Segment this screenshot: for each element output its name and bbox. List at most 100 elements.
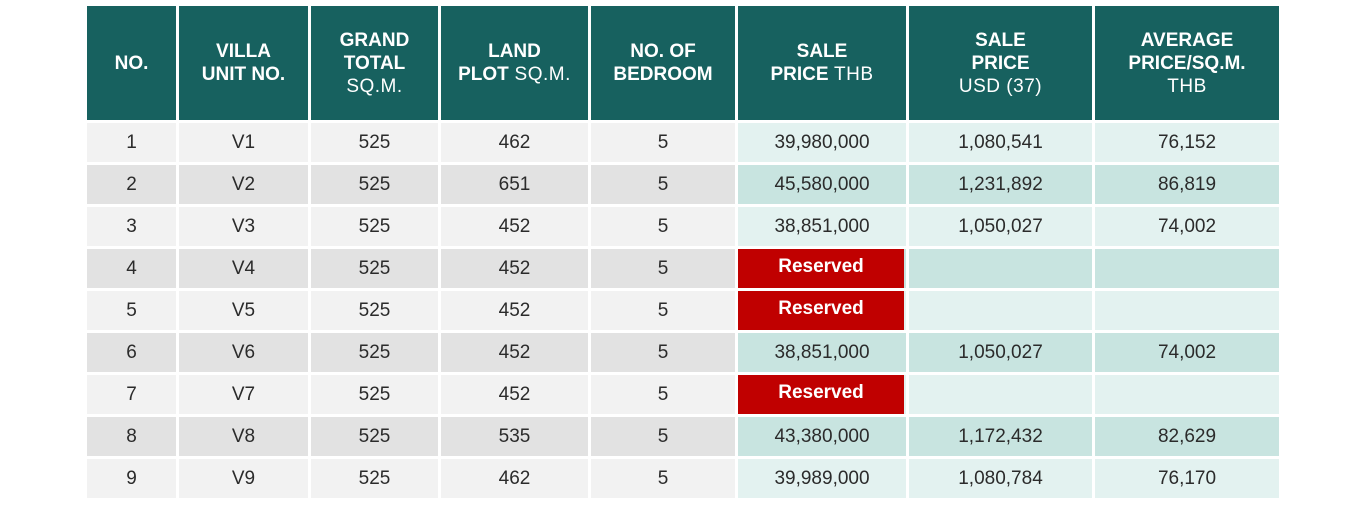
header-line-2: BEDROOM [613, 64, 713, 85]
header-unit: SQ.M. [508, 64, 571, 85]
cell-sale-price-thb: Reserved [738, 291, 906, 330]
cell-sale-price-usd: 1,050,027 [909, 207, 1092, 246]
cell-average-price [1095, 291, 1279, 330]
cell-sale-price-usd [909, 249, 1092, 288]
header-line-2: PLOT [458, 64, 509, 85]
header-no-of-bedroom: NO. OF BEDROOM [591, 6, 735, 120]
table-row: 1 V1 525 462 5 39,980,000 1,080,541 76,152 [87, 123, 1279, 162]
cell-land-plot: 452 [441, 249, 588, 288]
cell-villa-unit: V8 [179, 417, 308, 456]
cell-no: 1 [87, 123, 176, 162]
header-line-3: USD (37) [958, 75, 1043, 97]
cell-average-price: 76,170 [1095, 459, 1279, 498]
table-row: 4 V4 525 452 5 Reserved [87, 249, 1279, 288]
cell-grand-total: 525 [311, 417, 438, 456]
cell-no: 3 [87, 207, 176, 246]
cell-average-price [1095, 375, 1279, 414]
cell-average-price: 74,002 [1095, 207, 1279, 246]
cell-sale-price-usd: 1,080,541 [909, 123, 1092, 162]
header-row: NO. VILLA UNIT NO. GRAND TOTAL SQ.M. LAND PLOT … [87, 6, 1279, 120]
cell-grand-total: 525 [311, 291, 438, 330]
cell-bedrooms: 5 [591, 375, 735, 414]
table-row: 8 V8 525 535 5 43,380,000 1,172,432 82,629 [87, 417, 1279, 456]
table-row: 5 V5 525 452 5 Reserved [87, 291, 1279, 330]
cell-villa-unit: V2 [179, 165, 308, 204]
cell-no: 9 [87, 459, 176, 498]
header-sale-price-thb: SALE PRICE THB [738, 6, 906, 120]
table-body: 1 V1 525 462 5 39,980,000 1,080,541 76,152 2 V2 52… [87, 123, 1279, 498]
header-line-2: PRICE/SQ.M. [1128, 52, 1246, 74]
cell-grand-total: 525 [311, 375, 438, 414]
cell-bedrooms: 5 [591, 123, 735, 162]
cell-land-plot: 535 [441, 417, 588, 456]
cell-sale-price-usd: 1,172,432 [909, 417, 1092, 456]
cell-sale-price-thb: 43,380,000 [738, 417, 906, 456]
header-line-1: VILLA [216, 41, 271, 62]
cell-villa-unit: V4 [179, 249, 308, 288]
header-line-3: THB [1167, 75, 1207, 97]
header-sale-price-usd: SALE PRICE USD (37) [909, 6, 1092, 120]
cell-no: 4 [87, 249, 176, 288]
header-no: NO. [87, 6, 176, 120]
cell-grand-total: 525 [311, 249, 438, 288]
cell-bedrooms: 5 [591, 249, 735, 288]
cell-sale-price-thb: Reserved [738, 375, 906, 414]
header-line-2: TOTAL [343, 52, 406, 74]
table-row: 9 V9 525 462 5 39,989,000 1,080,784 76,170 [87, 459, 1279, 498]
cell-sale-price-thb: 45,580,000 [738, 165, 906, 204]
cell-bedrooms: 5 [591, 333, 735, 372]
cell-sale-price-usd: 1,231,892 [909, 165, 1092, 204]
cell-sale-price-thb: Reserved [738, 249, 906, 288]
header-line-2: PRICE [971, 52, 1030, 74]
cell-grand-total: 525 [311, 165, 438, 204]
header-line-2: UNIT NO. [201, 64, 286, 85]
cell-grand-total: 525 [311, 207, 438, 246]
cell-land-plot: 452 [441, 207, 588, 246]
cell-bedrooms: 5 [591, 207, 735, 246]
cell-sale-price-usd [909, 375, 1092, 414]
cell-no: 2 [87, 165, 176, 204]
table-row: 2 V2 525 651 5 45,580,000 1,231,892 86,819 [87, 165, 1279, 204]
header-line-1: NO. OF [630, 41, 696, 62]
cell-no: 8 [87, 417, 176, 456]
cell-land-plot: 452 [441, 333, 588, 372]
header-line-2: PRICE [770, 64, 829, 85]
cell-sale-price-usd: 1,080,784 [909, 459, 1092, 498]
cell-sale-price-usd: 1,050,027 [909, 333, 1092, 372]
reserved-badge: Reserved [738, 375, 904, 414]
cell-grand-total: 525 [311, 459, 438, 498]
cell-grand-total: 525 [311, 333, 438, 372]
cell-sale-price-thb: 38,851,000 [738, 333, 906, 372]
cell-villa-unit: V7 [179, 375, 308, 414]
header-line-1: SALE [796, 41, 848, 62]
header-line-3: SQ.M. [346, 75, 403, 97]
cell-sale-price-thb: 39,989,000 [738, 459, 906, 498]
header-average-price: AVERAGE PRICE/SQ.M. THB [1095, 6, 1279, 120]
header-land-plot: LAND PLOT SQ.M. [441, 6, 588, 120]
table-header: NO. VILLA UNIT NO. GRAND TOTAL SQ.M. LAND PLOT … [87, 6, 1279, 120]
header-villa-unit-no: VILLA UNIT NO. [179, 6, 308, 120]
header-line-1: NO. [114, 52, 149, 74]
cell-land-plot: 462 [441, 459, 588, 498]
header-grand-total: GRAND TOTAL SQ.M. [311, 6, 438, 120]
reserved-badge: Reserved [738, 291, 904, 330]
cell-no: 5 [87, 291, 176, 330]
header-line-1: GRAND [339, 29, 410, 51]
table-row: 6 V6 525 452 5 38,851,000 1,050,027 74,002 [87, 333, 1279, 372]
cell-land-plot: 452 [441, 291, 588, 330]
cell-sale-price-thb: 38,851,000 [738, 207, 906, 246]
cell-villa-unit: V3 [179, 207, 308, 246]
cell-grand-total: 525 [311, 123, 438, 162]
cell-bedrooms: 5 [591, 417, 735, 456]
table-row: 3 V3 525 452 5 38,851,000 1,050,027 74,002 [87, 207, 1279, 246]
header-unit: THB [828, 64, 874, 85]
villa-price-table: NO. VILLA UNIT NO. GRAND TOTAL SQ.M. LAND PLOT … [84, 3, 1282, 501]
cell-bedrooms: 5 [591, 291, 735, 330]
cell-villa-unit: V9 [179, 459, 308, 498]
cell-sale-price-usd [909, 291, 1092, 330]
cell-land-plot: 452 [441, 375, 588, 414]
cell-average-price: 74,002 [1095, 333, 1279, 372]
header-line-1: LAND [488, 41, 541, 62]
cell-no: 6 [87, 333, 176, 372]
cell-land-plot: 651 [441, 165, 588, 204]
